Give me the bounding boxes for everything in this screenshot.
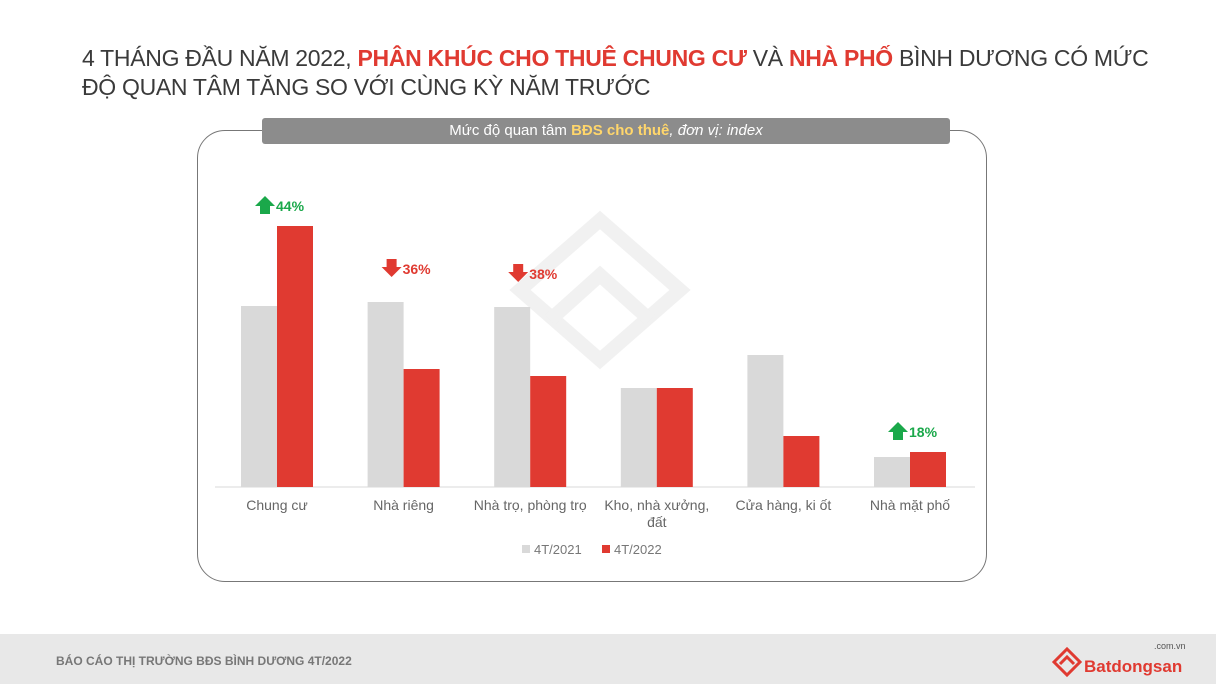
x-tick-label: Kho, nhà xưởng, [604, 497, 709, 513]
bar-4t-2022 [530, 376, 567, 487]
change-label: 18% [909, 424, 938, 440]
change-label: 44% [276, 198, 305, 214]
page-title: 4 THÁNG ĐẦU NĂM 2022, PHÂN KHÚC CHO THUÊ… [82, 44, 1162, 102]
arrow-down-icon [381, 259, 402, 277]
x-tick-label: Nhà trọ, phòng trọ [474, 497, 587, 513]
bar-4t-2021 [747, 355, 784, 487]
bar-4t-2021 [367, 302, 404, 487]
bar-4t-2021 [494, 307, 531, 487]
x-tick-label: Nhà mặt phố [870, 497, 950, 513]
x-tick-label: đất [647, 514, 667, 530]
x-tick-label: Chung cư [246, 497, 308, 513]
legend-swatch [602, 545, 610, 553]
footer: BÁO CÁO THỊ TRƯỜNG BĐS BÌNH DƯƠNG 4T/202… [0, 634, 1216, 684]
bar-4t-2022 [910, 452, 946, 487]
arrow-down-icon [508, 264, 529, 282]
bar-4t-2022 [656, 388, 693, 487]
title-text: VÀ [746, 45, 789, 71]
chart-header-text: Mức độ quan tâm [449, 122, 572, 139]
arrow-up-icon [255, 196, 275, 214]
title-highlight-nha-pho: NHÀ PHỐ [788, 45, 893, 71]
chart-header: Mức độ quan tâm BĐS cho thuê, đơn vị: in… [262, 118, 950, 144]
legend-label: 4T/2022 [614, 542, 662, 557]
arrow-up-icon [888, 422, 908, 440]
footer-report-title: BÁO CÁO THỊ TRƯỜNG BĐS BÌNH DƯƠNG 4T/202… [56, 654, 352, 668]
batdongsan-logo: .com.vn Batdongsan [1051, 641, 1186, 678]
bar-4t-2021 [874, 457, 910, 487]
title-text: BÌNH DƯƠNG CÓ MỨC ĐỘ QUAN TÂM TĂNG SO VỚ… [82, 45, 1149, 100]
x-tick-label: Cửa hàng, ki ốt [736, 497, 832, 513]
legend-swatch [522, 545, 530, 553]
change-label: 38% [529, 266, 558, 282]
title-highlight-chung-cu: PHÂN KHÚC CHO THUÊ CHUNG CƯ [357, 45, 747, 71]
legend-label: 4T/2021 [534, 542, 582, 557]
bar-4t-2022 [277, 226, 313, 487]
change-label: 36% [403, 261, 432, 277]
bar-4t-2021 [241, 306, 277, 487]
watermark-logo [509, 210, 691, 370]
svg-text:.com.vn: .com.vn [1154, 641, 1186, 651]
bar-4t-2022 [403, 369, 440, 487]
svg-text:Batdongsan: Batdongsan [1084, 657, 1182, 676]
title-text: 4 THÁNG ĐẦU NĂM 2022, [82, 45, 358, 71]
chart-header-highlight: BĐS cho thuê [571, 122, 670, 139]
chart-header-unit: , đơn vị: index [669, 122, 763, 139]
x-tick-label: Nhà riêng [373, 497, 434, 513]
bar-4t-2021 [620, 388, 657, 487]
bar-4t-2022 [783, 436, 820, 487]
